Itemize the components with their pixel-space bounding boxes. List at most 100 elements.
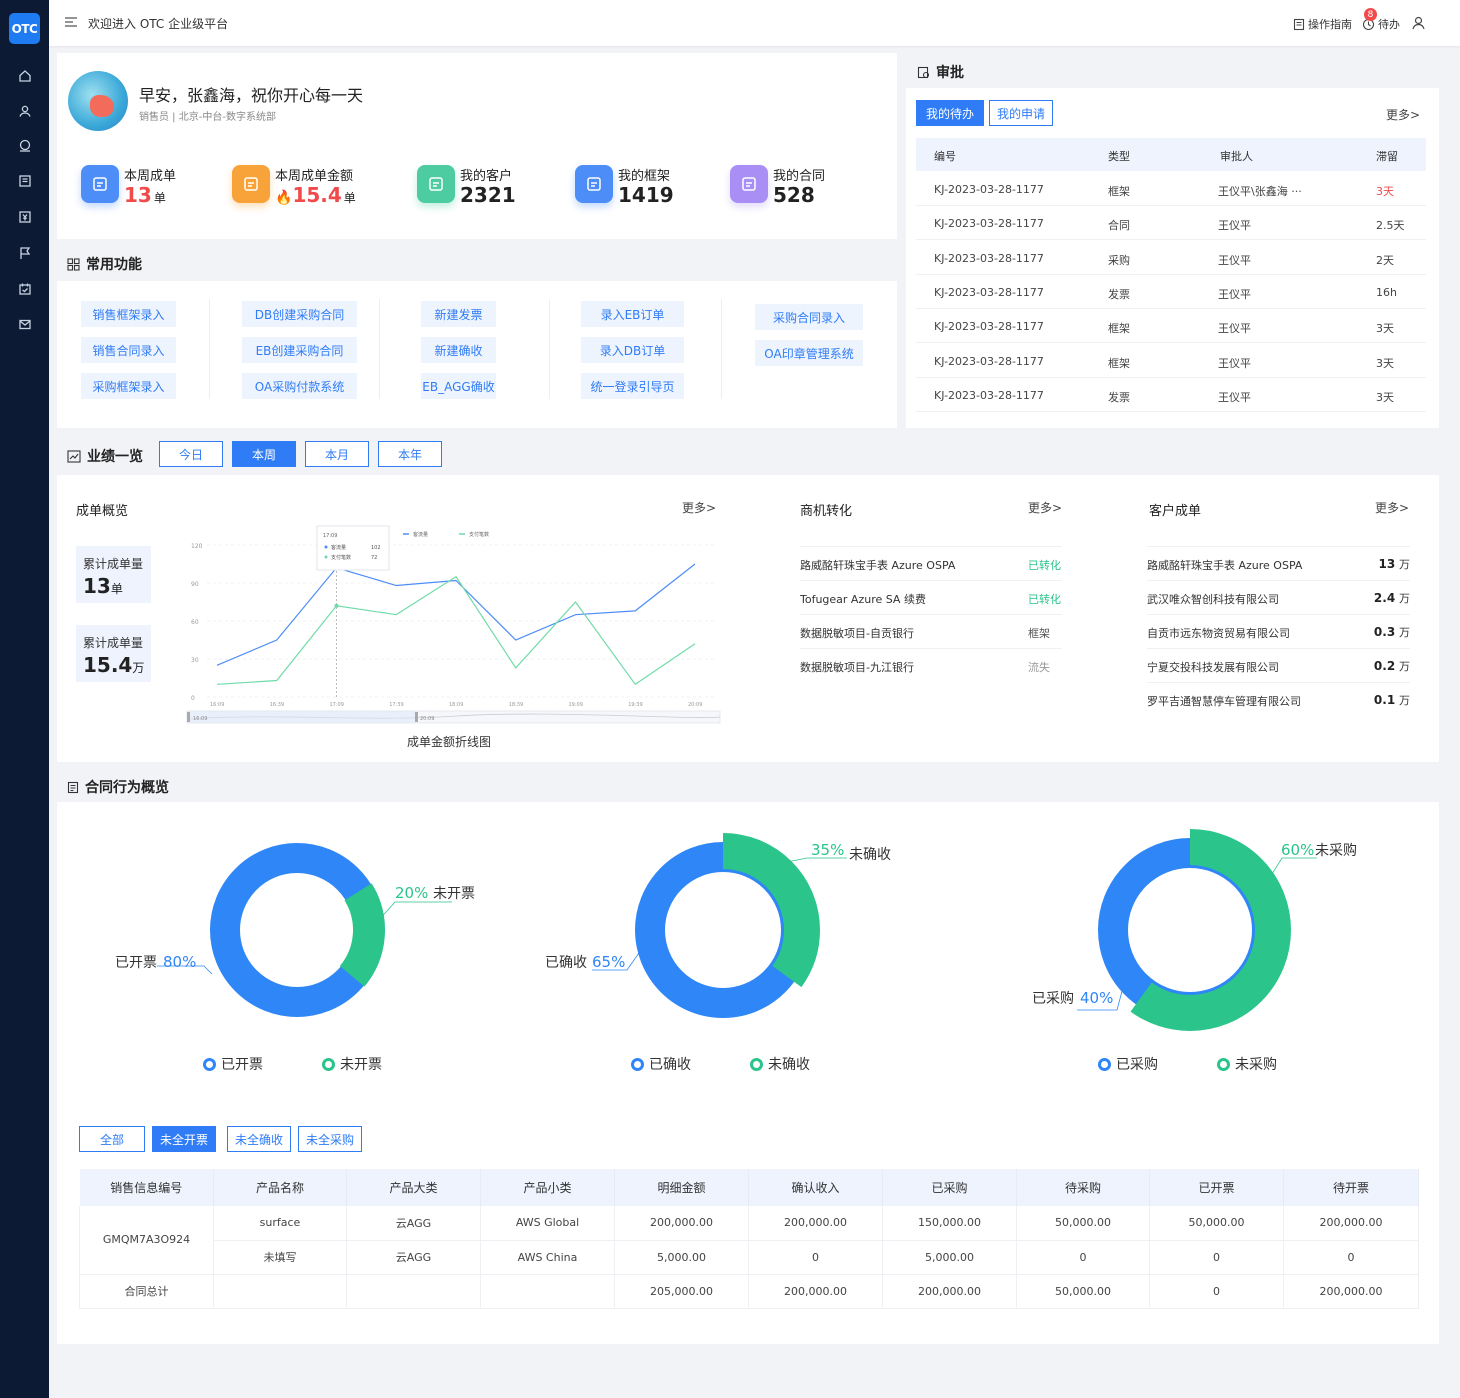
approval-row[interactable]: KJ-2023-03-28-1177 框架 王仪平\张鑫海 ··· 3天 [916, 172, 1426, 206]
function-button[interactable]: 采购合同录入 [755, 304, 863, 330]
y-tick-label: 90 [191, 581, 199, 588]
stat-4[interactable]: 我的合同 528 [730, 165, 890, 207]
approval-row[interactable]: KJ-2023-03-28-1177 发票 王仪平 16h [916, 275, 1426, 309]
user-icon[interactable] [16, 102, 34, 120]
slider-window[interactable] [187, 711, 417, 723]
total-cell: 50,000.00 [1016, 1274, 1150, 1309]
avatar[interactable] [68, 71, 128, 131]
tab-my-todo[interactable]: 我的待办 [916, 100, 984, 126]
table-cell: 50,000.00 [1149, 1206, 1284, 1241]
stat-value-wrap: 2321 [460, 183, 518, 207]
function-button[interactable]: 采购框架录入 [81, 373, 176, 399]
function-button[interactable]: 统一登录引导页 [581, 373, 684, 399]
donut-segment-todo[interactable] [198, 831, 396, 1029]
function-button[interactable]: 新建确收 [421, 337, 496, 363]
menu-icon[interactable] [64, 16, 78, 31]
opportunity-row[interactable]: 数据脱敏项目-自贡银行 框架 [800, 614, 1062, 648]
perf-tab[interactable]: 本周 [232, 441, 296, 467]
function-button[interactable]: 新建发票 [421, 301, 496, 327]
donut-label: 未确收 [849, 847, 891, 863]
stat-value-wrap: 🔥15.4 单 [275, 183, 356, 207]
row-approver: 王仪平 [1218, 253, 1251, 267]
opportunity-row[interactable]: Tofugear Azure SA 续费 已转化 [800, 580, 1062, 614]
approval-row[interactable]: KJ-2023-03-28-1177 合同 王仪平 2.5天 [916, 206, 1426, 241]
stat-3[interactable]: 我的框架 1419 [575, 165, 735, 207]
donut-legend-item[interactable]: 已开票 [203, 1054, 263, 1074]
yen-icon[interactable] [16, 208, 34, 226]
function-button[interactable]: 录入EB订单 [581, 301, 684, 327]
customers-more-link[interactable]: 更多> [1375, 501, 1410, 515]
flag-icon[interactable] [16, 244, 34, 262]
stat-label: 我的框架 [618, 169, 671, 184]
summary-more-link[interactable]: 更多> [682, 501, 717, 515]
function-button[interactable]: EB_AGG确收 [421, 373, 496, 399]
customer-row[interactable]: 自贡市远东物资贸易有限公司 0.3 万 [1147, 614, 1410, 648]
opportunity-row[interactable]: 路威酩轩珠宝手表 Azure OSPA 已转化 [800, 546, 1062, 580]
contract-filter[interactable]: 未全采购 [298, 1126, 362, 1152]
table-row[interactable]: 未填写 云AGG AWS China 5,000.00 0 5,000.00 0 0 0 [80, 1240, 1419, 1275]
customer-row[interactable]: 路威酩轩珠宝手表 Azure OSPA 13 万 [1147, 546, 1410, 580]
series-line-1[interactable] [216, 575, 696, 686]
stat-value-wrap: 13 单 [124, 183, 166, 207]
function-button[interactable]: DB创建采购合同 [242, 301, 357, 327]
donut-segment-done[interactable] [210, 843, 384, 1017]
perf-tab[interactable]: 本年 [378, 441, 442, 467]
opportunity-row[interactable]: 数据脱敏项目-九江银行 流失 [800, 648, 1062, 682]
slider-handle-left[interactable] [187, 712, 190, 722]
contract-filter[interactable]: 未全开票 [152, 1126, 216, 1152]
stat-1[interactable]: 本周成单金额 🔥15.4 单 [232, 165, 392, 207]
approval-more-link[interactable]: 更多> [1386, 108, 1421, 122]
guide-link[interactable]: 操作指南 [1293, 16, 1352, 32]
donut-legend-item[interactable]: 已确收 [631, 1054, 691, 1074]
table-header-cell: 产品名称 [213, 1169, 347, 1206]
perf-tab[interactable]: 本月 [305, 441, 369, 467]
order-amount-line-chart[interactable]: 0 30 60 90 120 16:09 16:39 17:09 17:39 18:09 18:39… [167, 523, 727, 725]
stat-0[interactable]: 本周成单 13 单 [81, 165, 241, 207]
function-button[interactable]: EB创建采购合同 [242, 337, 357, 363]
account-icon[interactable] [1411, 15, 1426, 33]
approval-row[interactable]: KJ-2023-03-28-1177 框架 王仪平 3天 [916, 344, 1426, 378]
contract-filter[interactable]: 未全确收 [227, 1126, 291, 1152]
tab-my-requests[interactable]: 我的申请 [989, 100, 1053, 126]
donut-legend-item[interactable]: 已采购 [1098, 1054, 1158, 1074]
function-button[interactable]: 销售框架录入 [81, 301, 176, 327]
x-tick-label: 18:39 [509, 702, 523, 708]
donut-legend-item[interactable]: 未开票 [322, 1054, 382, 1074]
stat-value-wrap: 528 [773, 183, 817, 207]
tooltip-label: 客流量 [331, 544, 346, 551]
legend-label: 已采购 [1116, 1057, 1158, 1073]
customer-row[interactable]: 武汉唯众智创科技有限公司 2.4 万 [1147, 580, 1410, 614]
customer-row[interactable]: 宁夏交投科技发展有限公司 0.2 万 [1147, 648, 1410, 682]
function-button[interactable]: OA采购付款系统 [242, 373, 357, 399]
table-cell: 5,000.00 [882, 1240, 1017, 1275]
total-cell: 200,000.00 [1283, 1274, 1419, 1309]
function-button[interactable]: 销售合同录入 [81, 337, 176, 363]
home-icon[interactable] [16, 67, 34, 85]
table-row[interactable]: GMQM7A3O924 surface 云AGG AWS Global 200,000.… [79, 1206, 1419, 1275]
series-line-0[interactable] [216, 563, 696, 666]
table-header-cell: 待采购 [1016, 1169, 1150, 1206]
donut-legend-item[interactable]: 未确收 [750, 1054, 810, 1074]
approval-row[interactable]: KJ-2023-03-28-1177 发票 王仪平 3天 [916, 378, 1426, 412]
contract-filter[interactable]: 全部 [79, 1126, 145, 1152]
data-point[interactable] [334, 603, 339, 608]
calendar-icon[interactable] [16, 280, 34, 298]
donut-legend-item[interactable]: 未采购 [1217, 1054, 1277, 1074]
donut-segment-todo[interactable] [1089, 829, 1291, 1031]
stat-2[interactable]: 我的客户 2321 [417, 165, 577, 207]
slider-handle-right[interactable] [415, 712, 418, 722]
money-icon[interactable] [16, 137, 34, 155]
approval-row[interactable]: KJ-2023-03-28-1177 采购 王仪平 2天 [916, 241, 1426, 275]
perf-tab[interactable]: 今日 [159, 441, 223, 467]
total-cell [480, 1274, 615, 1309]
document-icon[interactable] [16, 172, 34, 190]
mail-icon[interactable] [16, 315, 34, 333]
function-button[interactable]: 录入DB订单 [581, 337, 684, 363]
opportunity-more-link[interactable]: 更多> [1028, 501, 1063, 515]
function-button[interactable]: OA印章管理系统 [755, 340, 863, 366]
customer-row[interactable]: 罗平吉通智慧停车管理有限公司 0.1 万 [1147, 682, 1410, 716]
approval-row[interactable]: KJ-2023-03-28-1177 框架 王仪平 3天 [916, 309, 1426, 344]
app-logo[interactable]: OTC [9, 13, 40, 44]
donut-segment-todo[interactable] [626, 833, 820, 1027]
customer-value-wrap: 0.3 万 [1374, 624, 1410, 640]
